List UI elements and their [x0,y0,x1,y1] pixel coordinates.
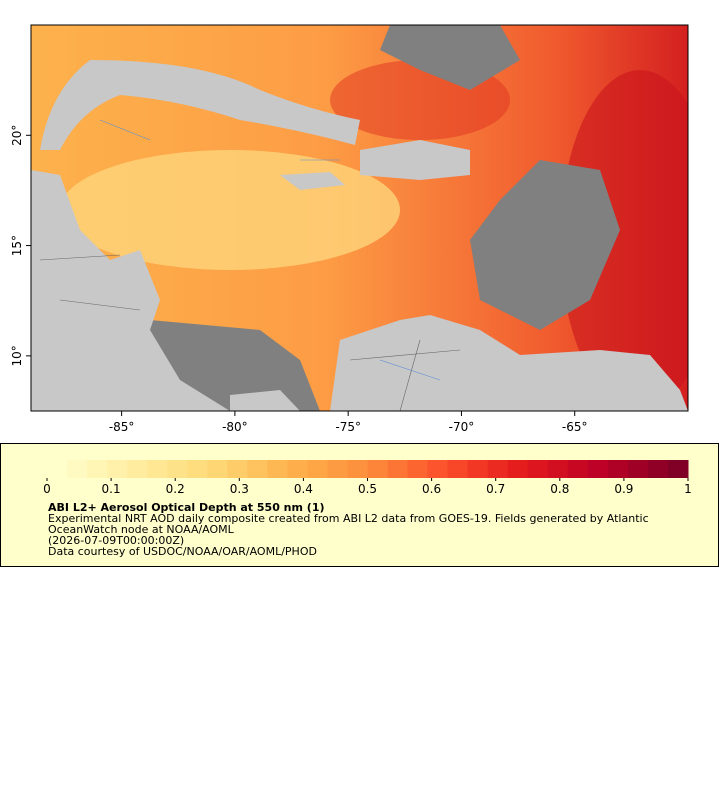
legend-title: ABI L2+ Aerosol Optical Depth at 550 nm … [48,501,325,514]
colorbar-swatch [367,460,389,478]
legend-line: Data courtesy of USDOC/NOAA/OAR/AOML/PHO… [48,545,317,558]
colorbar-swatch [87,460,108,478]
colorbar-tick-label: 0.2 [166,482,185,496]
x-tick-label: -80° [222,420,248,434]
colorbar-swatch [307,460,328,478]
colorbar-tick-label: 0.8 [550,482,569,496]
colorbar-swatch [487,460,509,478]
colorbar-swatch [427,460,449,478]
colorbar-swatch [547,460,569,478]
colorbar-tick-label: 0.3 [230,482,249,496]
colorbar-tick-label: 1 [684,482,692,496]
colorbar-swatch [567,460,589,478]
colorbar-swatch [587,460,609,478]
x-tick-label: -70° [449,420,475,434]
colorbar-tick-label: 0.9 [614,482,633,496]
colorbar-swatch [527,460,549,478]
colorbar-swatch [107,460,128,478]
colorbar-swatch [387,460,409,478]
x-tick-label: -75° [335,420,361,434]
legend-line: (2026-07-09T00:00:00Z) [48,534,184,547]
colorbar-swatch [467,460,489,478]
colorbar-swatch [227,460,248,478]
colorbar-swatch [47,460,68,478]
map-frame [30,24,689,412]
x-tick-label: -85° [109,420,135,434]
colorbar-swatch [207,460,228,478]
colorbar-swatch [507,460,529,478]
colorbar-swatch [647,460,669,478]
colorbar-tick-label: 0.1 [102,482,121,496]
colorbar-swatch [607,460,629,478]
map-image [31,25,688,411]
y-tick-label: 10° [10,345,24,366]
colorbar-tick-label: 0.4 [294,482,313,496]
colorbar-swatch [287,460,308,478]
colorbar-swatch [347,460,368,478]
legend-line: OceanWatch node at NOAA/AOML [48,523,235,536]
colorbar-swatch [247,460,268,478]
colorbar-swatch [407,460,429,478]
legend-line: Experimental NRT AOD daily composite cre… [48,512,649,525]
colorbar-swatch [447,460,469,478]
colorbar-swatch [147,460,168,478]
colorbar-swatch [187,460,208,478]
colorbar-swatch [67,460,88,478]
colorbar-swatch [327,460,348,478]
y-tick-label: 20° [10,125,24,146]
colorbar-tick-label: 0.6 [422,482,441,496]
colorbar-tick-label: 0 [43,482,51,496]
colorbar-tick-label: 0.7 [486,482,505,496]
colorbar-tick-label: 0.5 [358,482,377,496]
colorbar-swatch [127,460,148,478]
colorbar-swatch [167,460,188,478]
colorbar-swatch [627,460,649,478]
colorbar-swatch [667,460,689,478]
x-tick-label: -65° [562,420,588,434]
colorbar-swatch [267,460,288,478]
y-tick-label: 15° [10,235,24,256]
